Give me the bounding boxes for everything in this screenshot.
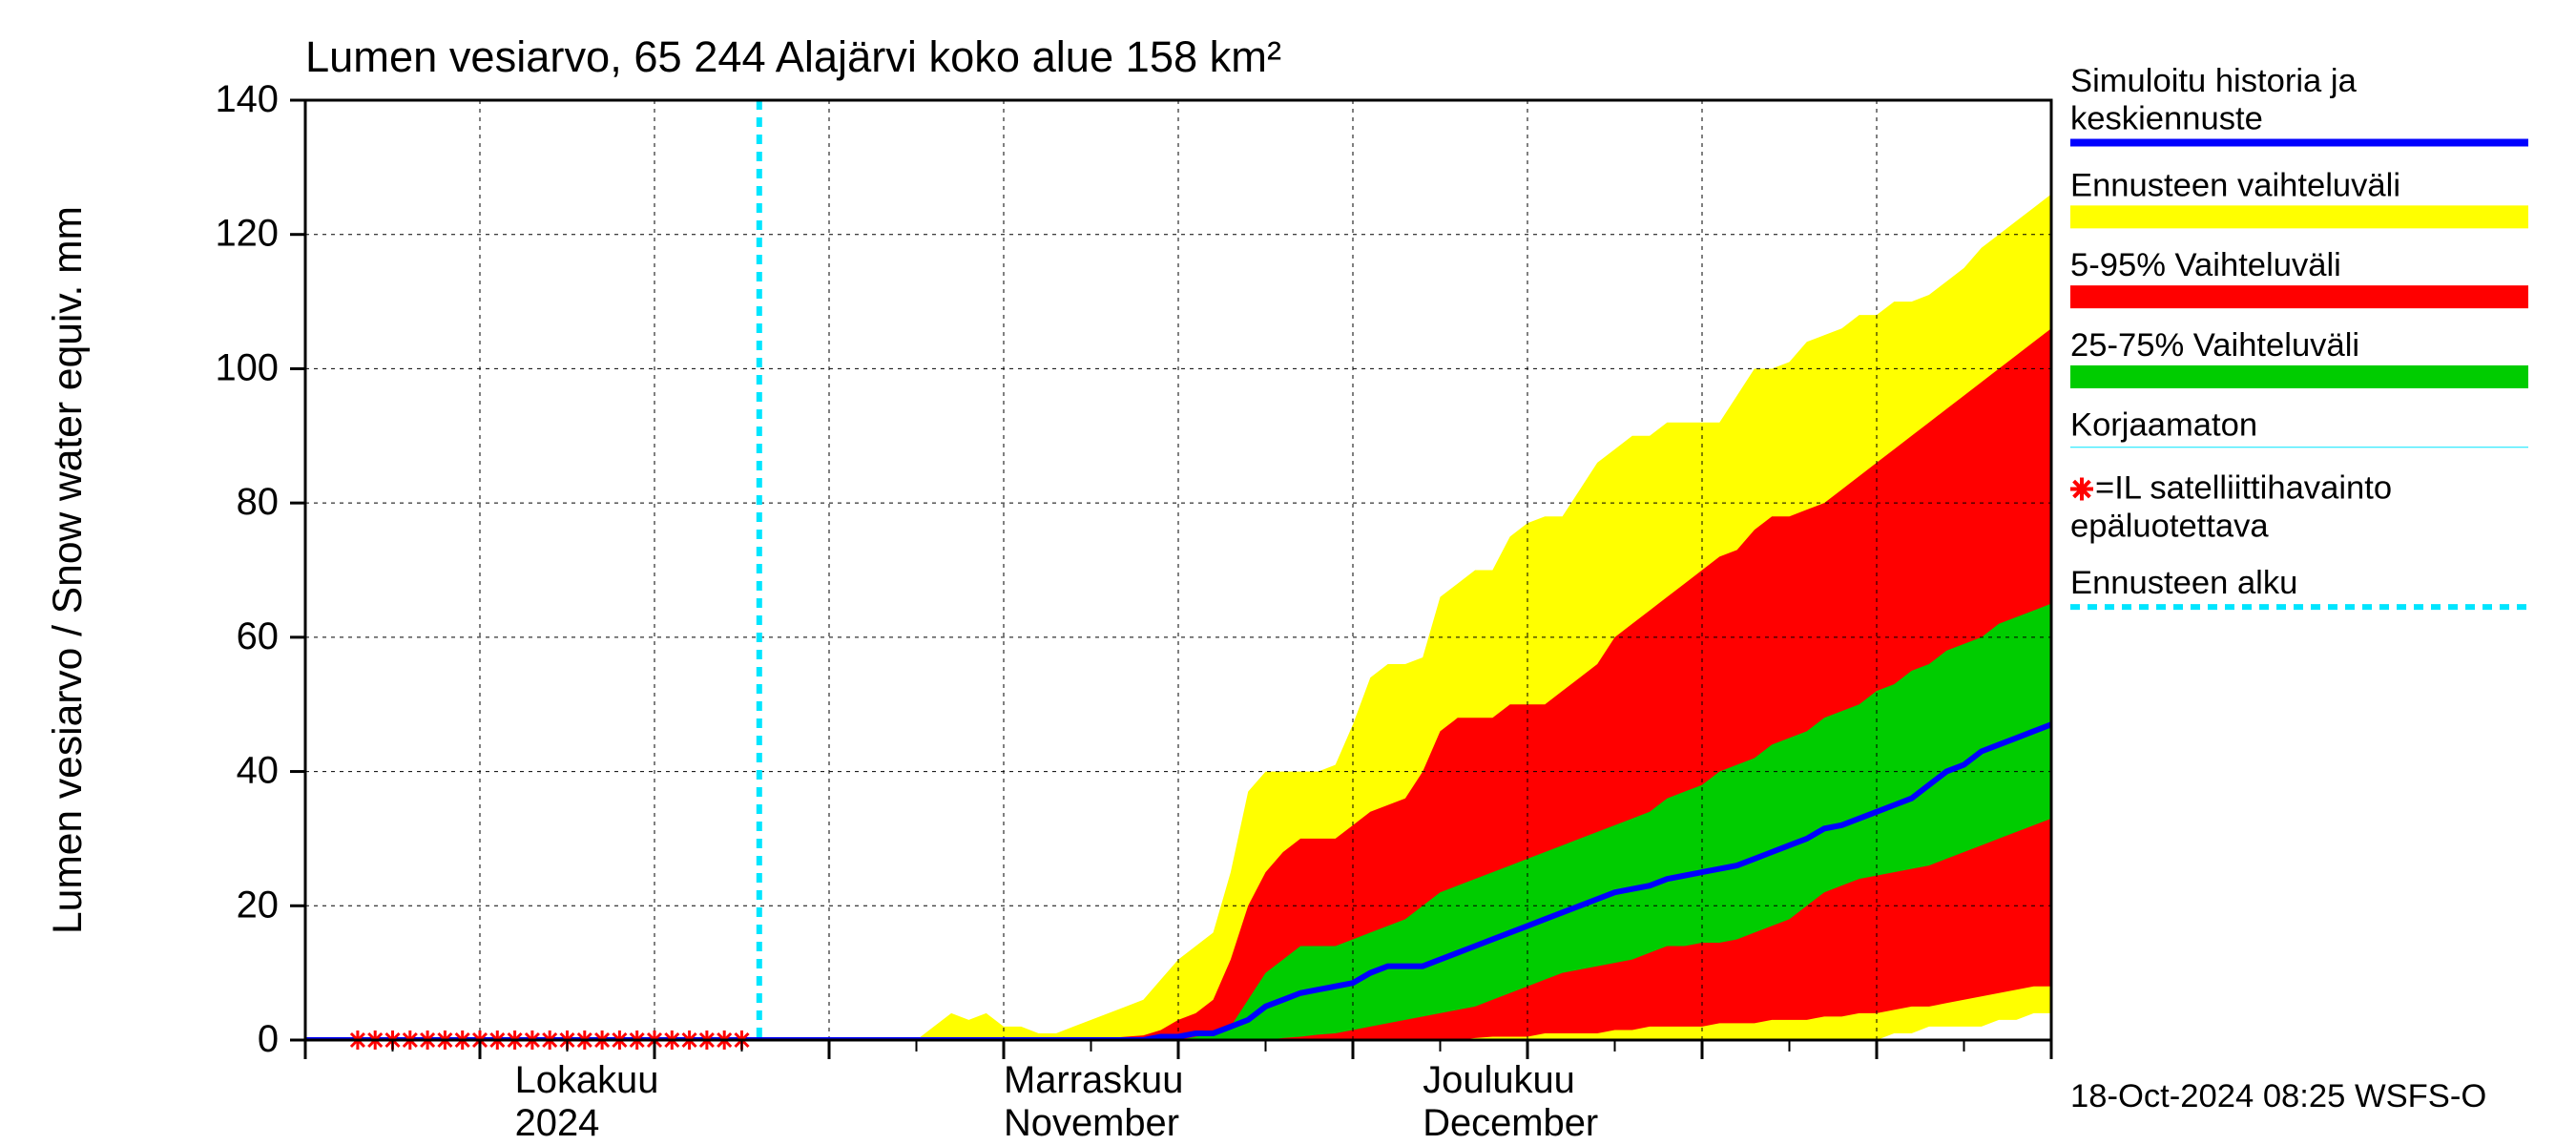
x-month-label: 2024 bbox=[515, 1102, 600, 1144]
legend-label: Korjaamaton bbox=[2070, 407, 2257, 444]
legend-label: keskiennuste bbox=[2070, 101, 2263, 137]
footer-timestamp: 18-Oct-2024 08:25 WSFS-O bbox=[2070, 1078, 2486, 1114]
y-axis-label: Lumen vesiarvo / Snow water equiv. mm bbox=[45, 206, 91, 934]
legend-label: Simuloitu historia ja bbox=[2070, 63, 2358, 99]
x-month-label: Lokakuu bbox=[515, 1059, 659, 1101]
y-tick-label: 100 bbox=[215, 346, 279, 388]
chart-svg: 0 20 40 60 80 100 120 140 Lumen vesiarvo / Snow … bbox=[0, 0, 2576, 1145]
y-tick-label: 0 bbox=[258, 1018, 279, 1060]
legend-swatch bbox=[2070, 365, 2528, 388]
x-month-label: December bbox=[1423, 1102, 1598, 1144]
x-month-label: Joulukuu bbox=[1423, 1059, 1575, 1101]
legend-swatch bbox=[2070, 285, 2528, 308]
legend-label: epäluotettava bbox=[2070, 508, 2269, 544]
legend-label: Ennusteen alku bbox=[2070, 565, 2297, 601]
y-tick-label: 140 bbox=[215, 78, 279, 120]
y-tick-label: 20 bbox=[237, 884, 279, 926]
legend-label: =IL satelliittihavainto bbox=[2095, 470, 2392, 507]
y-tick-label: 60 bbox=[237, 615, 279, 657]
chart-title: Lumen vesiarvo, 65 244 Alajärvi koko alu… bbox=[305, 32, 1281, 81]
legend-label: 25-75% Vaihteluväli bbox=[2070, 327, 2359, 364]
y-tick-label: 120 bbox=[215, 213, 279, 255]
y-tick-label: 80 bbox=[237, 481, 279, 523]
chart-container: 0 20 40 60 80 100 120 140 Lumen vesiarvo / Snow … bbox=[0, 0, 2576, 1145]
x-month-label: November bbox=[1004, 1102, 1179, 1144]
legend-swatch bbox=[2070, 205, 2528, 228]
legend-label: 5-95% Vaihteluväli bbox=[2070, 247, 2341, 283]
x-month-label: Marraskuu bbox=[1004, 1059, 1183, 1101]
legend-label: Ennusteen vaihteluväli bbox=[2070, 167, 2400, 203]
y-tick-label: 40 bbox=[237, 750, 279, 792]
